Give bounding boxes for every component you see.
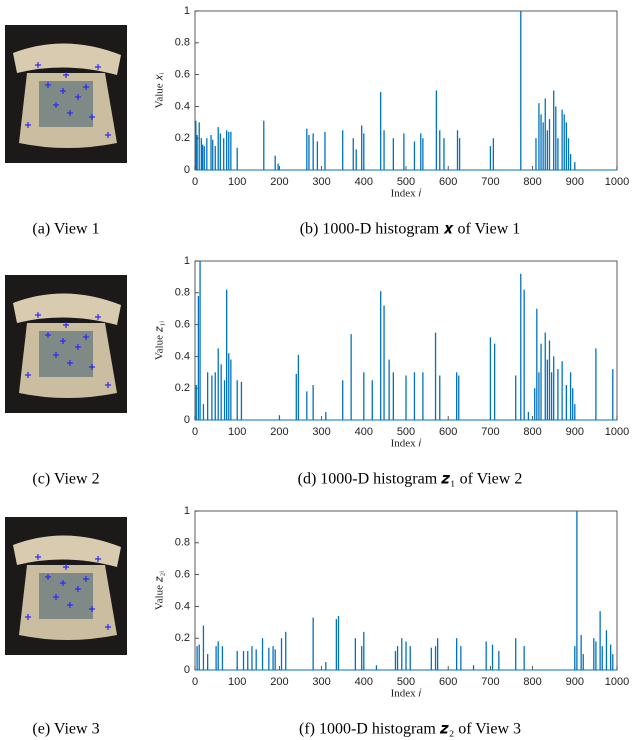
x-tick-label: 300 <box>312 426 330 438</box>
x-tick-label: 200 <box>270 426 288 438</box>
x-tick-label: 500 <box>397 176 415 188</box>
y-tick-label: 1 <box>184 5 190 17</box>
x-tick-label: 200 <box>270 176 288 188</box>
y-tick-label: 1 <box>184 255 190 267</box>
chart-caption: (d) 1000-D histogram 𝒛₁ of View 2 <box>298 471 523 488</box>
y-tick-label: 0.4 <box>175 350 190 362</box>
x-tick-label: 400 <box>355 176 373 188</box>
x-tick-label: 800 <box>523 176 541 188</box>
x-tick-label: 700 <box>481 676 499 688</box>
x-tick-label: 900 <box>566 676 584 688</box>
x-axis-label: Index 𝑖 <box>391 688 422 700</box>
x-tick-label: 400 <box>355 676 373 688</box>
x-tick-label: 0 <box>192 676 198 688</box>
x-tick-label: 600 <box>439 426 457 438</box>
y-axis-label: Value 𝑧₂ᵢ <box>154 571 166 610</box>
y-tick-label: 0 <box>184 164 190 176</box>
y-axis-label: Value 𝑥ᵢ <box>154 72 166 108</box>
x-tick-label: 1000 <box>605 426 629 438</box>
chart-caption: (b) 1000-D histogram 𝒙 of View 1 <box>300 221 521 238</box>
y-tick-label: 0 <box>184 414 190 426</box>
y-tick-label: 0.8 <box>175 537 190 549</box>
y-tick-label: 1 <box>184 505 190 517</box>
x-tick-label: 600 <box>439 676 457 688</box>
x-tick-label: 100 <box>228 426 246 438</box>
x-tick-label: 1000 <box>605 676 629 688</box>
x-tick-label: 500 <box>397 676 415 688</box>
y-tick-label: 0.2 <box>175 382 190 394</box>
x-tick-label: 200 <box>270 676 288 688</box>
x-tick-label: 300 <box>312 176 330 188</box>
y-tick-label: 0.6 <box>175 69 190 81</box>
x-tick-label: 700 <box>481 426 499 438</box>
x-tick-label: 100 <box>228 676 246 688</box>
x-tick-label: 600 <box>439 176 457 188</box>
chart-caption: (f) 1000-D histogram 𝒛₂ of View 3 <box>299 721 521 738</box>
view-image <box>4 24 128 164</box>
y-tick-label: 0.8 <box>175 287 190 299</box>
y-tick-label: 0.8 <box>175 37 190 49</box>
view-image <box>4 274 128 414</box>
x-tick-label: 0 <box>192 426 198 438</box>
y-tick-label: 0.6 <box>175 569 190 581</box>
x-tick-label: 300 <box>312 676 330 688</box>
x-axis-label: Index 𝑖 <box>391 188 422 200</box>
x-tick-label: 900 <box>566 426 584 438</box>
y-tick-label: 0.4 <box>175 600 190 612</box>
y-tick-label: 0.4 <box>175 100 190 112</box>
view-image <box>4 516 128 656</box>
y-tick-label: 0.2 <box>175 132 190 144</box>
x-tick-label: 1000 <box>605 176 629 188</box>
x-tick-label: 400 <box>355 426 373 438</box>
x-tick-label: 900 <box>566 176 584 188</box>
x-tick-label: 700 <box>481 176 499 188</box>
image-caption: (a) View 1 <box>32 221 99 238</box>
image-caption: (e) View 3 <box>32 721 99 738</box>
x-axis-label: Index 𝑖 <box>391 438 422 450</box>
x-tick-label: 500 <box>397 426 415 438</box>
y-tick-label: 0.6 <box>175 319 190 331</box>
x-tick-label: 100 <box>228 176 246 188</box>
x-tick-label: 0 <box>192 176 198 188</box>
y-axis-label: Value 𝑧₁ᵢ <box>154 321 166 360</box>
y-tick-label: 0 <box>184 664 190 676</box>
x-tick-label: 800 <box>523 676 541 688</box>
x-tick-label: 800 <box>523 426 541 438</box>
image-caption: (c) View 2 <box>32 471 99 488</box>
y-tick-label: 0.2 <box>175 632 190 644</box>
